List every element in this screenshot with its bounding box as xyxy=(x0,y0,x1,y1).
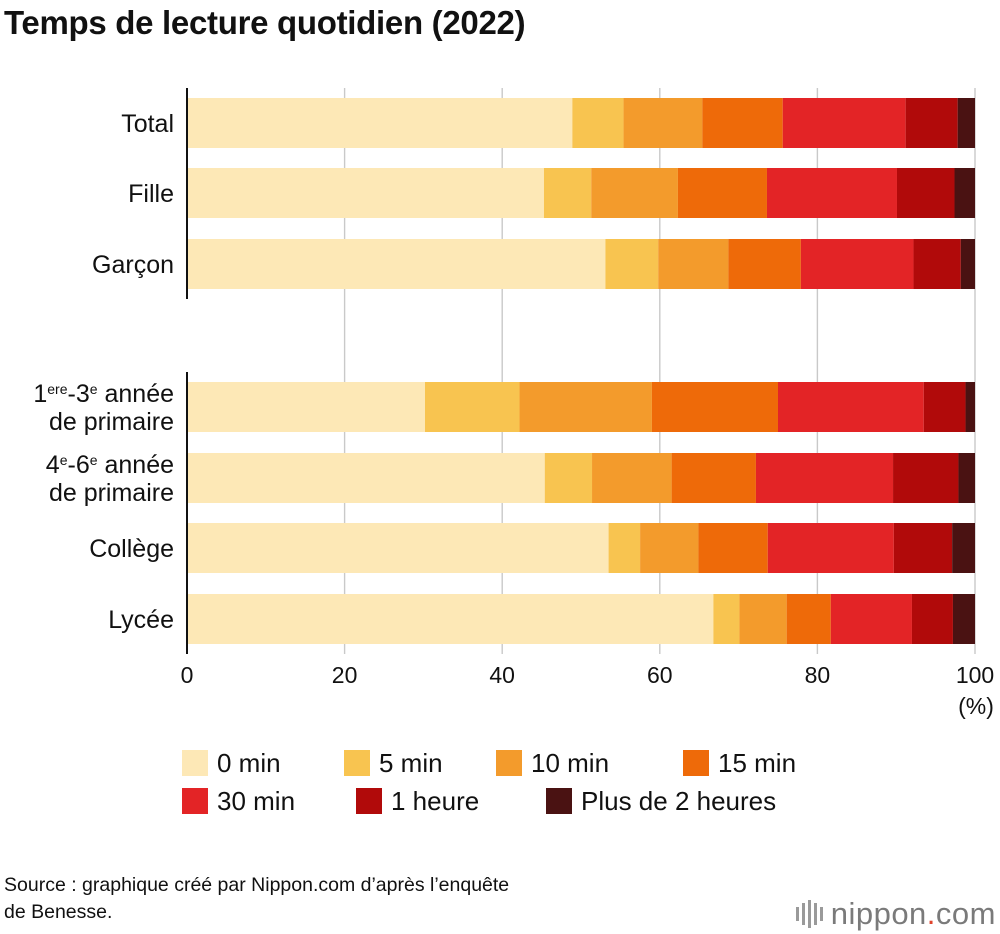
bar-segment xyxy=(187,239,606,289)
bar-segment xyxy=(965,382,975,432)
category-label: Garçon xyxy=(92,251,174,279)
legend-label: 10 min xyxy=(531,747,610,778)
bar-segment xyxy=(923,382,966,432)
bar-segment xyxy=(651,382,778,432)
brand-logo: nippon. com xyxy=(795,896,996,932)
bar-segment xyxy=(187,453,545,503)
x-tick-label: 0 xyxy=(181,662,194,688)
category-label: 4e-6e année xyxy=(46,451,174,479)
x-tick-label: 20 xyxy=(332,662,358,688)
bar-segment xyxy=(755,453,894,503)
nippon-logo-icon xyxy=(795,900,823,928)
bar-segment xyxy=(702,98,783,148)
legend-label: 30 min xyxy=(217,785,296,816)
legend-swatch xyxy=(683,750,709,776)
legend-swatch xyxy=(182,788,208,814)
legend-swatch xyxy=(356,788,382,814)
source-line-1: Source : graphique créé par Nippon.com d… xyxy=(4,874,510,896)
bar-segment xyxy=(893,523,953,573)
bar-segment xyxy=(766,168,897,218)
bar-segment xyxy=(786,594,831,644)
bar-segment xyxy=(952,523,975,573)
bar-segment xyxy=(187,523,609,573)
bar-segment xyxy=(544,453,593,503)
legend-swatch xyxy=(546,788,572,814)
bar-segment xyxy=(671,453,756,503)
category-label: Lycée xyxy=(108,606,174,634)
legend-label: 15 min xyxy=(718,747,797,778)
legend-item-1heure: 1 heure xyxy=(356,786,479,816)
bar-segment xyxy=(728,239,801,289)
bar-segment xyxy=(605,239,659,289)
bar-segment xyxy=(608,523,641,573)
bar-segment xyxy=(905,98,958,148)
bar-segment xyxy=(952,594,975,644)
x-tick-label: 80 xyxy=(805,662,831,688)
legend-label: Plus de 2 heures xyxy=(581,785,777,816)
bar-segment xyxy=(958,453,975,503)
x-tick-label: 40 xyxy=(489,662,515,688)
category-label-line2: de primaire xyxy=(49,479,174,507)
bar-segment xyxy=(954,168,975,218)
legend-label: 1 heure xyxy=(391,785,480,816)
legend-item-30min: 30 min xyxy=(182,786,295,816)
bar-segment xyxy=(623,98,703,148)
bar-segment xyxy=(640,523,699,573)
category-label: Total xyxy=(121,110,174,138)
category-label-line2: de primaire xyxy=(49,408,174,436)
x-axis-unit-label: (%) xyxy=(958,693,994,719)
bar-segment xyxy=(658,239,729,289)
bar-segment xyxy=(187,168,544,218)
bar-segment xyxy=(778,382,924,432)
bar-segment xyxy=(957,98,975,148)
legend-swatch xyxy=(344,750,370,776)
bar-segment xyxy=(572,98,624,148)
legend-swatch xyxy=(182,750,208,776)
source-note: Source : graphique créé par Nippon.com d… xyxy=(4,872,684,926)
legend-label: 0 min xyxy=(217,747,281,778)
bar-segment xyxy=(782,98,906,148)
bar-segment xyxy=(767,523,894,573)
brand-name: nippon xyxy=(830,896,927,931)
x-tick-label: 60 xyxy=(647,662,673,688)
bar-segment xyxy=(591,168,678,218)
bar-segment xyxy=(913,239,961,289)
bar-segment xyxy=(677,168,767,218)
bar-segment xyxy=(519,382,652,432)
legend-item-plus-de-2-heures: Plus de 2 heures xyxy=(546,786,776,816)
bar-segment xyxy=(896,168,955,218)
category-label: Fille xyxy=(128,180,174,208)
x-tick-label: 100 xyxy=(956,662,994,688)
bar-segment xyxy=(960,239,975,289)
category-label: Collège xyxy=(89,535,174,563)
legend-item-0min: 0 min xyxy=(182,748,281,778)
bar-segment xyxy=(187,594,714,644)
bar-segment xyxy=(911,594,953,644)
source-line-2: de Benesse. xyxy=(4,901,113,923)
bar-segment xyxy=(187,382,425,432)
bar-segment xyxy=(893,453,959,503)
bar-segment xyxy=(424,382,520,432)
brand-suffix: com xyxy=(935,896,996,931)
chart-title: Temps de lecture quotidien (2022) xyxy=(4,4,526,41)
bar-segment xyxy=(830,594,912,644)
legend-item-10min: 10 min xyxy=(496,748,609,778)
brand-dot: . xyxy=(926,896,936,931)
bar-segment xyxy=(187,98,573,148)
legend-label: 5 min xyxy=(379,747,443,778)
bar-segment xyxy=(592,453,672,503)
legend-swatch xyxy=(496,750,522,776)
bar-segment xyxy=(800,239,914,289)
bar-segment xyxy=(543,168,592,218)
legend-item-15min: 15 min xyxy=(683,748,796,778)
legend-item-5min: 5 min xyxy=(344,748,443,778)
bar-segment xyxy=(713,594,740,644)
category-label: 1ere-3e année xyxy=(33,380,174,408)
bar-segment xyxy=(739,594,787,644)
bar-segment xyxy=(698,523,768,573)
